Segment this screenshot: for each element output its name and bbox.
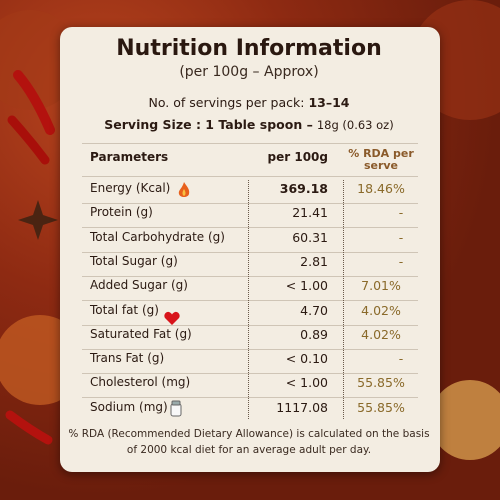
- row-rda: 18.46%: [357, 181, 405, 196]
- divider: [82, 275, 418, 277]
- title: Nutrition Information: [116, 36, 382, 61]
- servings-value: 13–14: [308, 95, 350, 110]
- serving-size-label: Serving Size : 1 Table spoon –: [104, 117, 313, 132]
- row-label: Total Sugar (g): [90, 253, 178, 268]
- row-value: < 1.00: [285, 375, 328, 391]
- flame-icon: [178, 182, 190, 197]
- row-rda: -: [398, 229, 404, 245]
- serving-size: Serving Size : 1 Table spoon – 18g (0.63…: [104, 117, 393, 132]
- column-separator: [248, 180, 249, 419]
- divider: [82, 203, 418, 204]
- row-value: 21.41: [292, 205, 328, 221]
- divider: [82, 324, 418, 326]
- row-rda: 55.85%: [357, 399, 405, 415]
- serving-size-value: 18g (0.63 oz): [316, 118, 394, 132]
- footnote-line: of 2000 kcal diet for an average adult p…: [126, 444, 372, 456]
- row-value: 60.31: [292, 229, 328, 245]
- divider: [82, 227, 418, 229]
- row-label: Cholesterol (mg): [90, 375, 191, 390]
- servings: No. of servings per pack: 13–14: [149, 95, 350, 110]
- row-value: 369.18: [279, 181, 328, 196]
- divider: [82, 300, 418, 302]
- row-label: Saturated Fat (g): [90, 326, 192, 341]
- row-value: < 0.10: [285, 351, 328, 367]
- row-value: 1117.08: [276, 399, 328, 415]
- row-value: 2.81: [300, 253, 328, 269]
- servings-label: No. of servings per pack:: [148, 95, 305, 110]
- row-label: Protein (g): [90, 205, 153, 220]
- row-value: < 1.00: [285, 278, 328, 294]
- divider: [82, 348, 418, 350]
- divider: [82, 373, 418, 375]
- row-rda: 4.02%: [361, 302, 401, 318]
- row-value: 0.89: [300, 326, 328, 342]
- row-rda: 7.01%: [361, 278, 401, 294]
- row-label: Total Carbohydrate (g): [90, 229, 225, 244]
- row-rda: 4.02%: [361, 326, 401, 342]
- footnote-line: % RDA (Recommended Dietary Allowance) is…: [68, 428, 430, 440]
- salt-icon: [170, 400, 182, 417]
- column-header: per 100g: [267, 150, 328, 164]
- divider: [82, 397, 418, 399]
- row-value: 4.70: [300, 302, 328, 318]
- row-label: Energy (Kcal): [90, 181, 171, 195]
- row-rda: -: [398, 205, 404, 221]
- column-separator: [343, 180, 344, 419]
- subtitle: (per 100g – Approx): [179, 64, 319, 80]
- divider: [82, 176, 418, 177]
- row-label: Sodium (mg): [90, 399, 168, 414]
- row-rda: -: [398, 351, 404, 367]
- divider: [82, 143, 418, 144]
- divider: [82, 251, 418, 253]
- row-rda: -: [398, 253, 404, 269]
- row-label: Added Sugar (g): [90, 278, 188, 293]
- row-label: Total fat (g): [90, 302, 159, 317]
- column-header: Parameters: [90, 150, 169, 164]
- heart-icon: [164, 311, 180, 325]
- row-label: Trans Fat (g): [90, 351, 165, 366]
- column-header: % RDA per serve: [348, 147, 414, 172]
- row-rda: 55.85%: [357, 375, 405, 391]
